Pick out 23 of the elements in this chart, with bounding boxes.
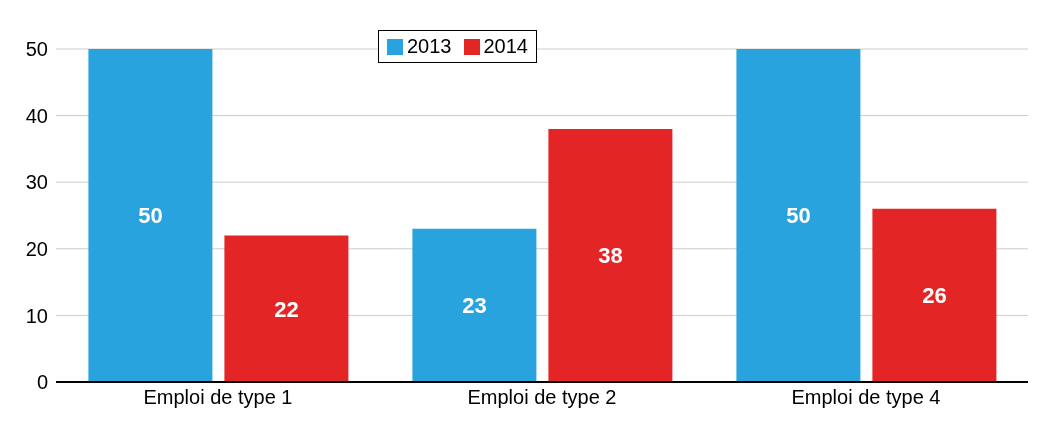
data-label: 50 — [138, 203, 163, 229]
bar — [872, 208, 997, 382]
bar — [412, 228, 537, 382]
bar — [736, 49, 861, 382]
legend-label: 2013 — [406, 35, 452, 58]
x-tick-label: Emploi de type 2 — [467, 386, 617, 409]
y-tick-label: 40 — [25, 104, 48, 127]
data-label: 26 — [922, 283, 947, 309]
y-tick-label: 10 — [25, 304, 48, 327]
y-tick-label: 30 — [25, 171, 48, 194]
data-label: 38 — [598, 243, 623, 269]
data-label: 23 — [462, 293, 487, 319]
x-tick-label: Emploi de type 1 — [143, 386, 293, 409]
bar — [88, 49, 213, 382]
x-tick-label: Emploi de type 4 — [791, 386, 941, 409]
bar — [548, 128, 673, 382]
y-tick-label: 0 — [36, 371, 48, 394]
y-tick-label: 20 — [25, 237, 48, 260]
data-label: 22 — [274, 296, 299, 322]
y-tick-label: 50 — [25, 38, 48, 61]
legend-label: 2014 — [482, 35, 528, 58]
data-label: 50 — [786, 203, 811, 229]
bar — [224, 235, 349, 382]
